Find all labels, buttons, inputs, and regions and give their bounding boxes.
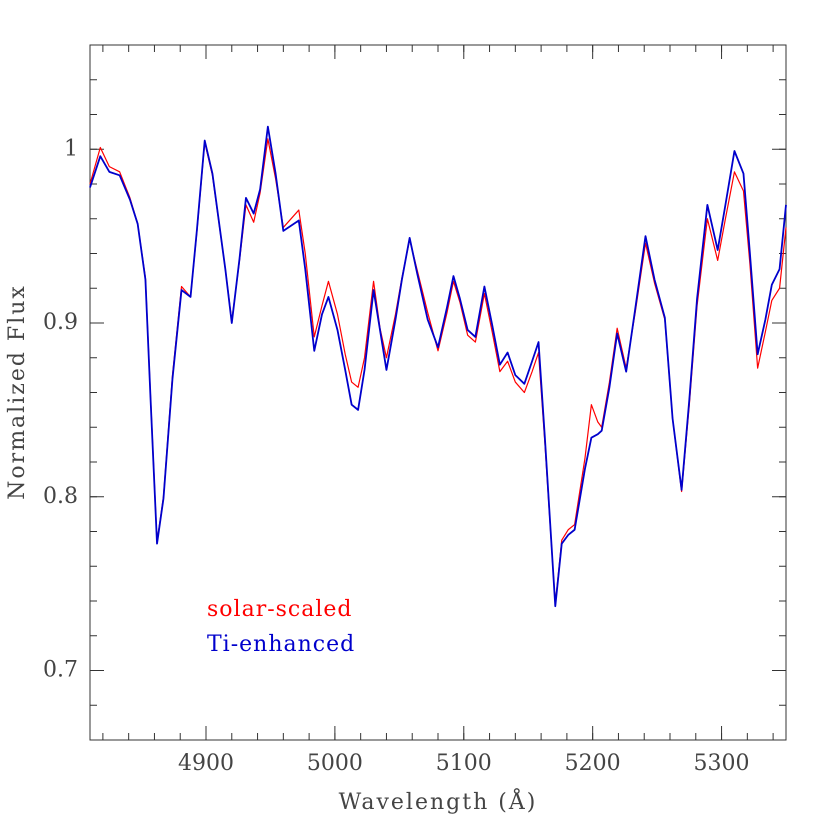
legend-label: solar-scaled xyxy=(207,597,353,622)
spectrum-line xyxy=(89,138,787,606)
legend-label: Ti-enhanced xyxy=(207,632,355,657)
x-tick-label: 5100 xyxy=(436,751,492,776)
x-tick-label: 5200 xyxy=(565,751,621,776)
spectrum-line xyxy=(89,125,787,608)
y-tick-label: 1 xyxy=(64,136,78,161)
y-axis-label: Normalized Flux xyxy=(5,284,30,500)
plot-frame xyxy=(89,44,787,741)
y-tick-label: 0.8 xyxy=(43,484,78,509)
x-tick-label: 5300 xyxy=(694,751,750,776)
y-tick-label: 0.9 xyxy=(43,310,78,335)
x-tick-label: 5000 xyxy=(307,751,363,776)
x-axis-label: Wavelength (Å) xyxy=(339,787,538,815)
y-tick-label: 0.7 xyxy=(43,658,78,683)
x-tick-label: 4900 xyxy=(178,751,234,776)
